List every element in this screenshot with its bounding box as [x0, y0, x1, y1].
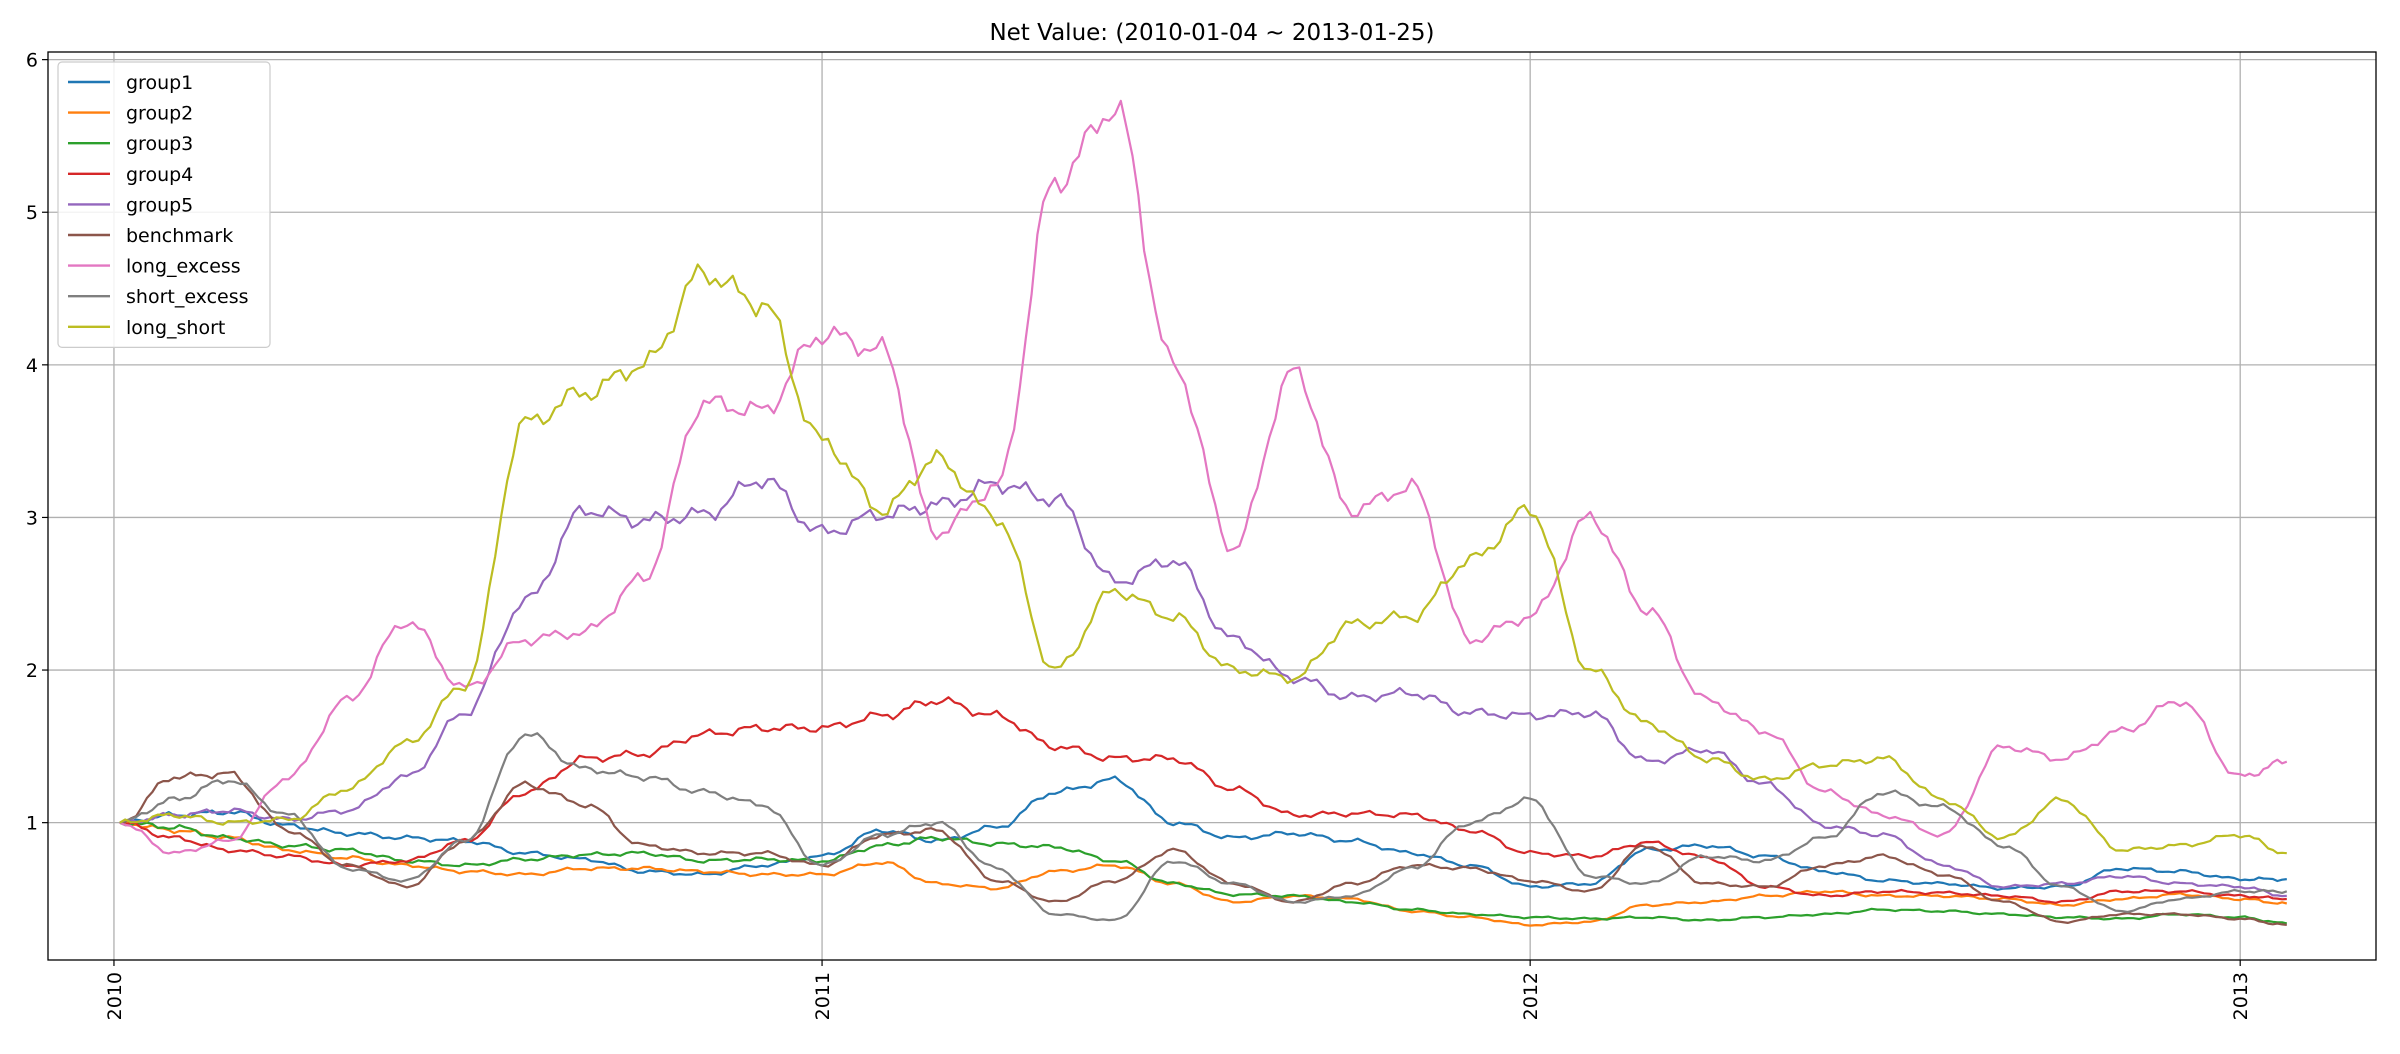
- legend-label-short_excess[interactable]: short_excess: [126, 286, 249, 308]
- series-line-group5: [119, 477, 2287, 898]
- legend-label-group5[interactable]: group5: [126, 194, 193, 216]
- x-tick-label: 2012: [1520, 972, 1542, 1020]
- y-tick-label: 2: [26, 660, 38, 682]
- legend-label-group4[interactable]: group4: [126, 164, 193, 186]
- legend-label-benchmark[interactable]: benchmark: [126, 225, 233, 247]
- legend-label-group1[interactable]: group1: [126, 72, 193, 94]
- x-tick-label: 2013: [2230, 972, 2252, 1020]
- series-line-group2: [119, 820, 2288, 927]
- legend-box: [57, 61, 271, 348]
- axis-ticks: 1 2 3 4 5 6 2010 2011 2012 2013: [26, 50, 2252, 1021]
- chart-title: Net Value: (2010-01-04 ~ 2013-01-25): [989, 20, 1434, 46]
- y-tick-label: 1: [26, 813, 38, 835]
- plot-frame: [47, 51, 2377, 961]
- series-lines: [119, 99, 2288, 927]
- series-line-long_short: [119, 263, 2287, 855]
- y-tick-label: 5: [26, 202, 38, 224]
- grid-lines: [48, 52, 2376, 960]
- series-line-group4: [119, 696, 2287, 904]
- series-line-short_excess: [119, 732, 2288, 922]
- y-tick-label: 6: [26, 50, 38, 72]
- series-line-long_excess: [119, 99, 2288, 855]
- y-tick-label: 3: [26, 507, 38, 529]
- legend-label-group3[interactable]: group3: [126, 133, 193, 155]
- series-line-group3: [119, 821, 2288, 925]
- legend-label-long_excess[interactable]: long_excess: [126, 256, 241, 278]
- y-tick-label: 4: [26, 355, 38, 377]
- legend-label-long_short[interactable]: long_short: [126, 317, 225, 339]
- legend-label-group2[interactable]: group2: [126, 103, 193, 125]
- series-line-group1: [119, 775, 2287, 891]
- x-tick-label: 2011: [812, 972, 834, 1020]
- x-tick-label: 2010: [104, 972, 126, 1020]
- legend[interactable]: group1 group2 group3 group4 group5 benchmark l…: [57, 61, 271, 348]
